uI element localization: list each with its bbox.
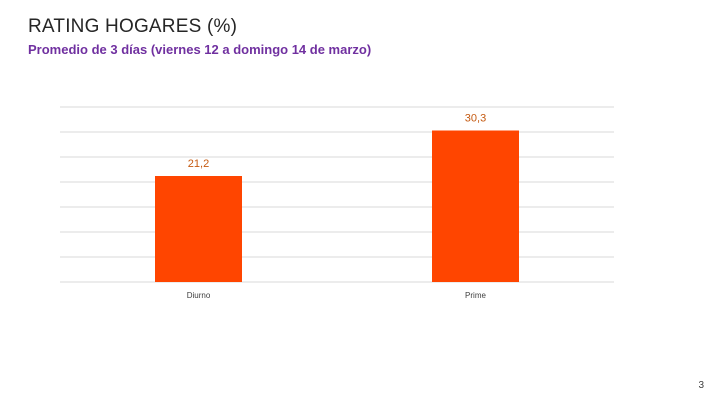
category-label-prime: Prime — [465, 291, 486, 300]
data-label-diurno: 21,2 — [188, 158, 209, 170]
category-label-diurno: Diurno — [187, 291, 211, 300]
slide-title: RATING HOGARES (%) — [28, 16, 238, 37]
slide-subtitle: Promedio de 3 días (viernes 12 a domingo… — [28, 42, 372, 57]
page-number: 3 — [698, 380, 704, 391]
bar-prime — [432, 130, 519, 282]
bar-diurno — [155, 176, 242, 282]
data-label-prime: 30,3 — [465, 113, 486, 125]
